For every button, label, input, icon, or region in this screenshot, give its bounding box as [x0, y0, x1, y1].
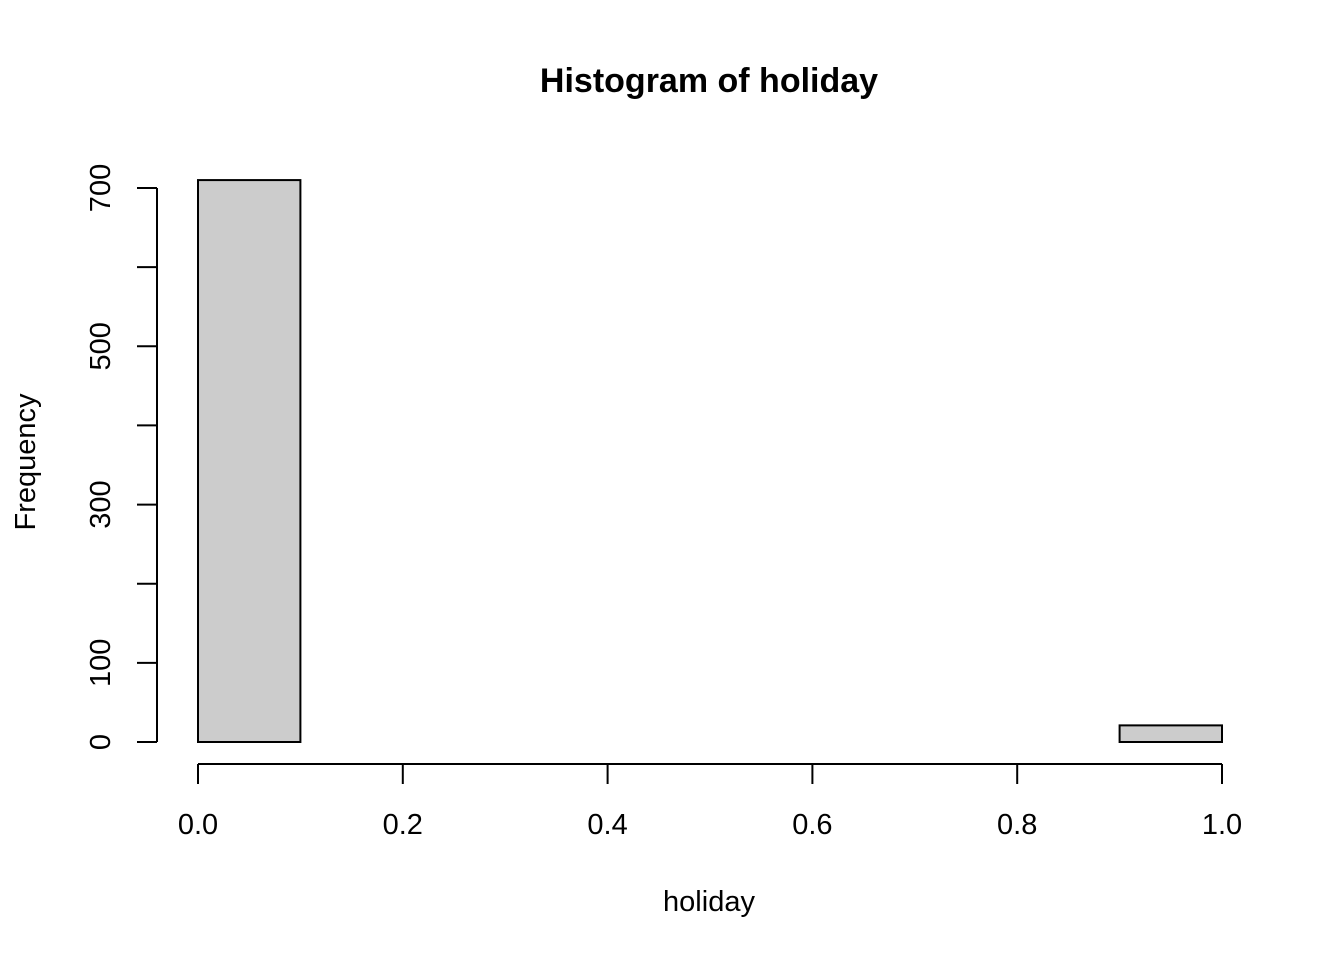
y-tick-label: 100 [85, 639, 117, 687]
x-tick-label: 0.8 [997, 809, 1037, 841]
x-tick-label: 1.0 [1202, 809, 1242, 841]
histogram-bar [1118, 724, 1223, 744]
chart-title: Histogram of holiday [540, 62, 878, 100]
x-tick-label: 0.4 [587, 809, 627, 841]
x-tick-label: 0.0 [178, 809, 218, 841]
x-axis-label: holiday [663, 886, 755, 918]
y-tick-label: 300 [85, 480, 117, 528]
histogram-bar [197, 179, 302, 744]
x-tick-label: 0.2 [383, 809, 423, 841]
y-tick-label: 700 [85, 164, 117, 212]
x-axis: 0.0 0.2 0.4 0.6 0.8 1.0 [178, 763, 1242, 841]
y-tick-label: 0 [85, 734, 117, 750]
y-axis: 0 100 300 500 700 [85, 164, 158, 750]
y-axis-label: Frequency [10, 393, 42, 531]
y-tick-label: 500 [85, 322, 117, 370]
bars-group [197, 179, 1223, 744]
x-tick-label: 0.6 [792, 809, 832, 841]
